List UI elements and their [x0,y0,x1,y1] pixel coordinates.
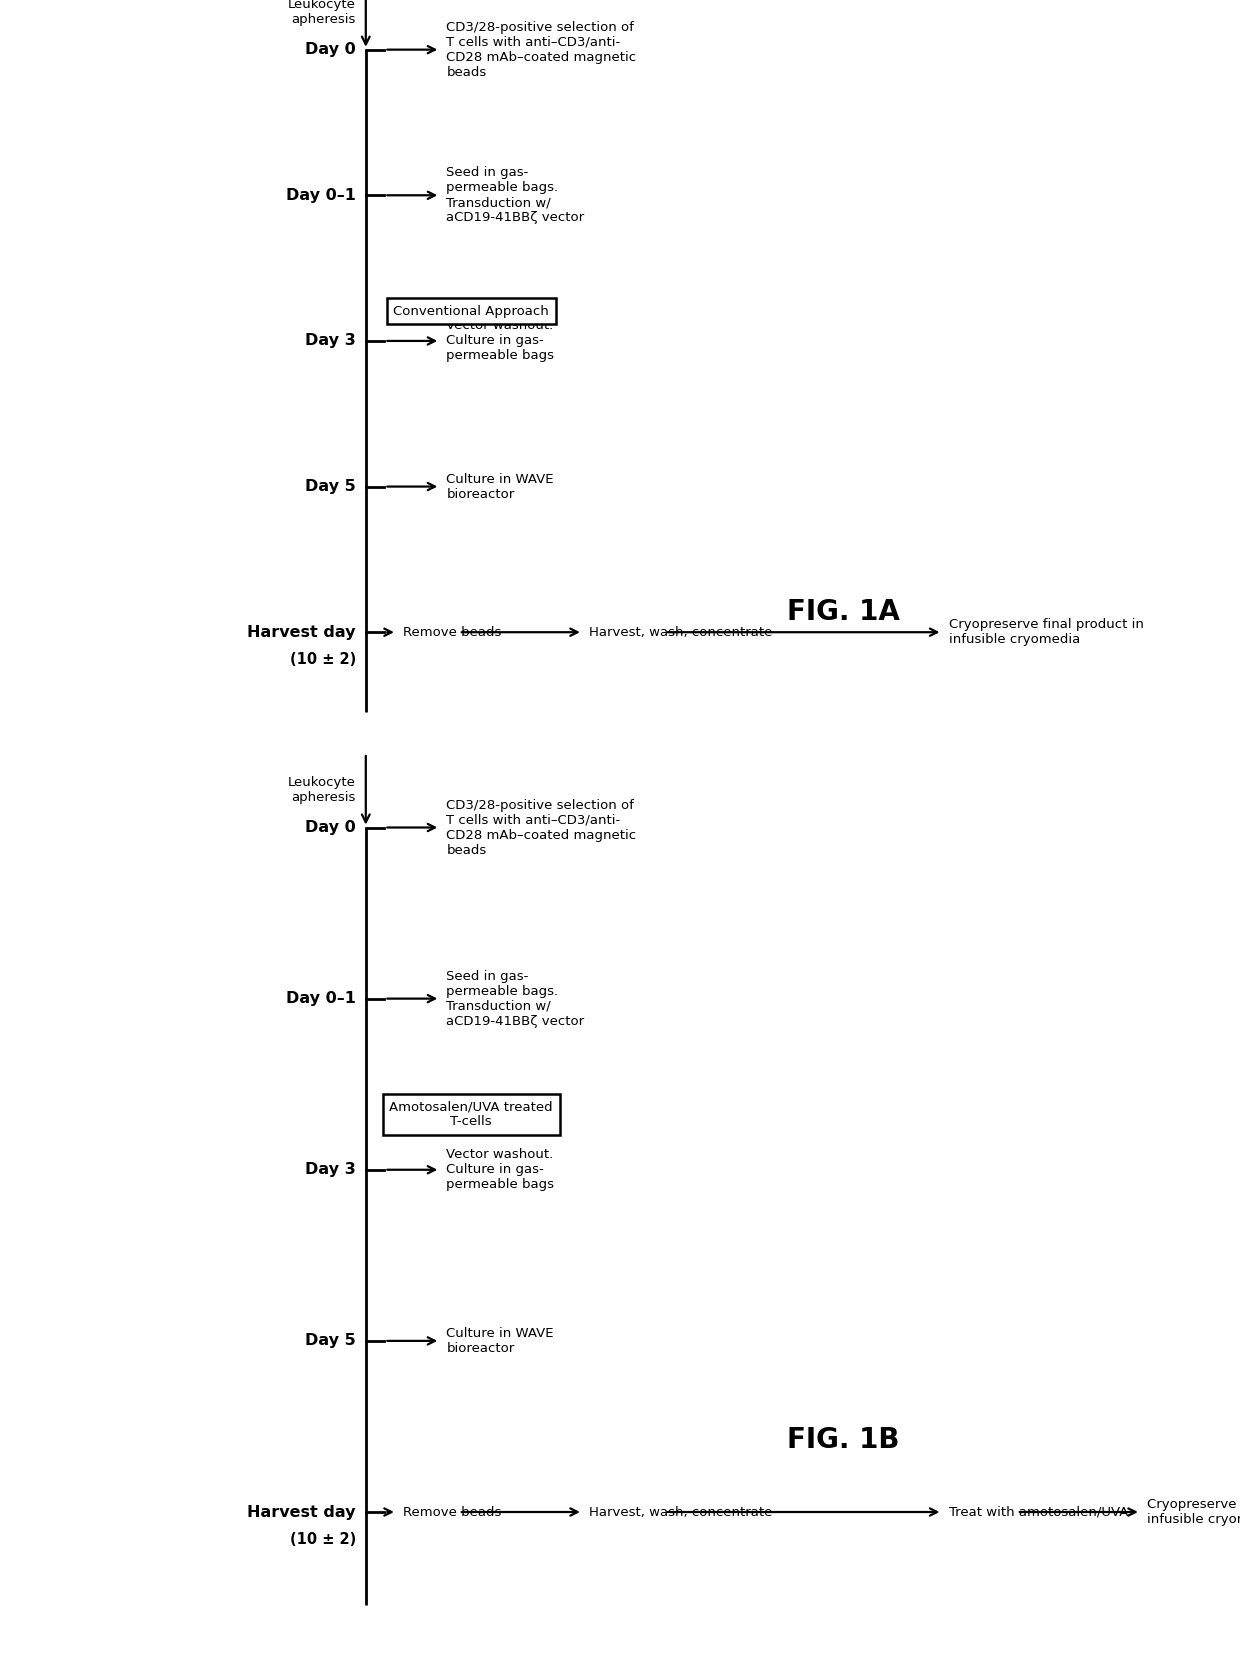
Text: Day 0: Day 0 [305,819,356,836]
Text: Day 0–1: Day 0–1 [286,991,356,1006]
Text: Day 5: Day 5 [305,1334,356,1349]
Text: Treat with amotosalen/UVA: Treat with amotosalen/UVA [949,1506,1128,1519]
Text: Day 0–1: Day 0–1 [286,187,356,204]
Text: Harvest day: Harvest day [247,1504,356,1519]
Text: Cryopreserve final product in
infusible cryomedia: Cryopreserve final product in infusible … [949,619,1143,645]
Text: CD3/28-positive selection of
T cells with anti–CD3/anti-
CD28 mAb–coated magneti: CD3/28-positive selection of T cells wit… [446,20,636,79]
Text: (10 ± 2): (10 ± 2) [290,1533,356,1547]
Text: Culture in WAVE
bioreactor: Culture in WAVE bioreactor [446,473,554,500]
Text: (10 ± 2): (10 ± 2) [290,652,356,667]
Text: Leukocyte
apheresis: Leukocyte apheresis [288,0,356,26]
Text: Vector washout.
Culture in gas-
permeable bags: Vector washout. Culture in gas- permeabl… [446,319,554,362]
Text: FIG. 1A: FIG. 1A [786,599,900,626]
Text: Harvest day: Harvest day [247,624,356,640]
Text: Remove beads: Remove beads [403,1506,501,1519]
Text: Seed in gas-
permeable bags.
Transduction w/
aCD19-41BBζ vector: Seed in gas- permeable bags. Transductio… [446,166,584,225]
Text: FIG. 1B: FIG. 1B [787,1427,899,1453]
Text: Harvest, wash, concentrate: Harvest, wash, concentrate [589,626,773,639]
Text: Culture in WAVE
bioreactor: Culture in WAVE bioreactor [446,1327,554,1355]
Text: Conventional Approach: Conventional Approach [393,305,549,318]
Text: CD3/28-positive selection of
T cells with anti–CD3/anti-
CD28 mAb–coated magneti: CD3/28-positive selection of T cells wit… [446,798,636,857]
Text: Amotosalen/UVA treated
T-cells: Amotosalen/UVA treated T-cells [389,1101,553,1129]
Text: Day 3: Day 3 [305,1162,356,1177]
Text: Remove beads: Remove beads [403,626,501,639]
Text: Seed in gas-
permeable bags.
Transduction w/
aCD19-41BBζ vector: Seed in gas- permeable bags. Transductio… [446,970,584,1028]
Text: Vector washout.
Culture in gas-
permeable bags: Vector washout. Culture in gas- permeabl… [446,1149,554,1192]
Text: Cryopreserve final product in
infusible cryomedia: Cryopreserve final product in infusible … [1147,1498,1240,1526]
Text: Day 5: Day 5 [305,478,356,495]
Text: Harvest, wash, concentrate: Harvest, wash, concentrate [589,1506,773,1519]
Text: Day 0: Day 0 [305,41,356,58]
Text: Leukocyte
apheresis: Leukocyte apheresis [288,776,356,804]
Text: Day 3: Day 3 [305,333,356,349]
